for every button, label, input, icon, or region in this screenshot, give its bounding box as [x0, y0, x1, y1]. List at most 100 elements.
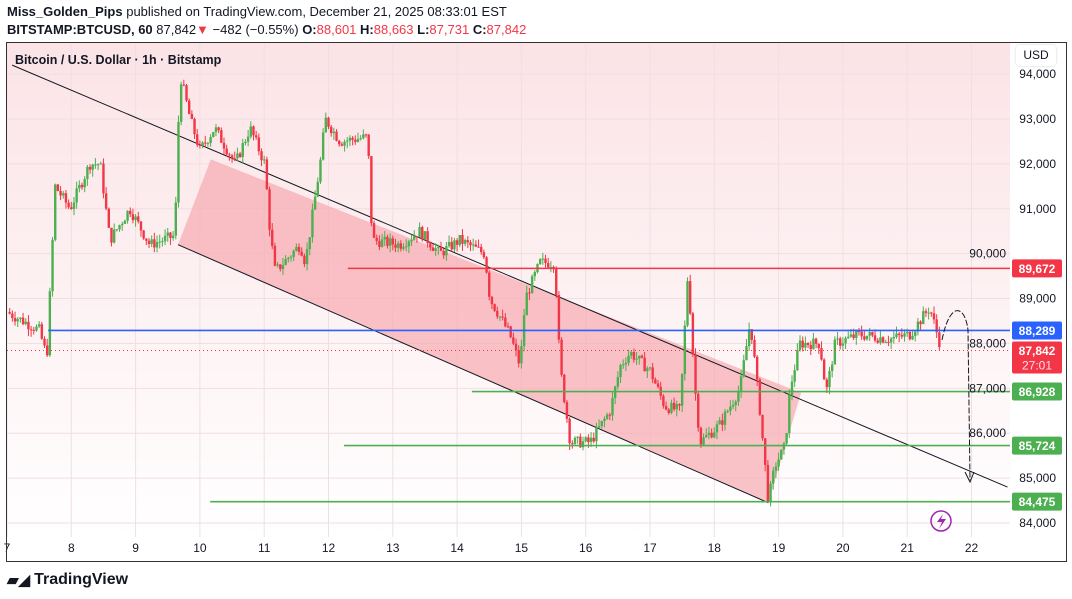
- candle-body: [873, 335, 877, 341]
- candle-body: [137, 216, 140, 222]
- tradingview-logo[interactable]: ▰◢ TradingView: [7, 571, 128, 589]
- candle-body: [391, 238, 394, 245]
- candle-body: [94, 164, 97, 166]
- candle-body: [434, 248, 437, 251]
- candle-body: [477, 246, 480, 248]
- candle-body: [169, 232, 172, 238]
- x-tick-label: 20: [836, 541, 850, 555]
- price-label-text: 88,289: [1019, 324, 1056, 338]
- high-value: 88,663: [373, 22, 414, 37]
- candle-body: [592, 437, 595, 442]
- candle-body: [549, 266, 553, 268]
- candle-body: [640, 355, 644, 358]
- candle-body: [849, 334, 853, 337]
- chart-frame: [6, 42, 1067, 562]
- x-tick-label: 22: [965, 541, 979, 555]
- candle-body: [324, 117, 328, 133]
- candle-body: [305, 249, 309, 265]
- candle-body: [300, 251, 303, 256]
- x-tick-label: 17: [643, 541, 657, 555]
- candle-body: [469, 242, 472, 246]
- symbol: BITSTAMP:BTCUSD, 60: [7, 22, 153, 37]
- candle-body: [729, 406, 732, 412]
- candle-body: [571, 443, 574, 445]
- candle-body: [938, 332, 941, 348]
- candle-body: [611, 398, 614, 416]
- close-label: C:: [472, 22, 487, 37]
- candle-body: [56, 184, 60, 191]
- candle-body: [836, 338, 839, 340]
- candle-body: [648, 367, 652, 369]
- candle-body: [932, 313, 936, 320]
- candle-body: [13, 317, 17, 322]
- candle-body: [171, 235, 175, 238]
- candle-body: [29, 329, 33, 331]
- publish-info: Miss_Golden_Pips published on TradingVie…: [7, 4, 507, 19]
- candle-body: [608, 414, 612, 416]
- candle-body: [292, 250, 295, 257]
- candle-body: [622, 364, 625, 366]
- candle-body: [793, 370, 796, 382]
- candle-body: [354, 139, 357, 142]
- candle-body: [809, 345, 812, 350]
- candle-body: [600, 420, 603, 427]
- x-tick-label: 8: [68, 541, 75, 555]
- candle-body: [238, 153, 242, 158]
- candle-body: [32, 329, 35, 331]
- candle-body: [121, 223, 124, 226]
- candle-body: [340, 144, 344, 146]
- footer-brand: TradingView: [34, 571, 129, 588]
- candle-body: [442, 250, 445, 256]
- candle-body: [35, 326, 38, 331]
- candle-body: [383, 236, 386, 240]
- candle-body: [429, 243, 432, 248]
- candle-body: [694, 354, 697, 394]
- candle-body: [833, 339, 837, 365]
- candle-body: [338, 140, 341, 145]
- candle-body: [796, 350, 799, 371]
- candle-body: [919, 321, 922, 325]
- down-arrow-icon: ▼: [196, 22, 209, 37]
- chart-legend: Bitcoin / U.S. Dollar · 1h · Bitstamp: [15, 53, 222, 67]
- candle-body: [399, 243, 403, 249]
- candle-body: [297, 246, 301, 252]
- candle-body: [595, 427, 598, 442]
- author[interactable]: Miss_Golden_Pips: [7, 4, 123, 19]
- candle-body: [319, 159, 322, 182]
- candle-body: [198, 144, 202, 146]
- candle-body: [88, 166, 92, 170]
- candle-body: [603, 418, 606, 421]
- candle-body: [839, 338, 842, 346]
- candle-body: [86, 166, 89, 180]
- candle-body: [822, 359, 826, 380]
- candle-body: [790, 381, 794, 395]
- candle-body: [233, 158, 236, 160]
- candle-body: [490, 296, 494, 305]
- candle-body: [24, 321, 27, 325]
- candle-body: [742, 360, 745, 377]
- candle-body: [271, 229, 274, 246]
- candle-body: [48, 291, 52, 356]
- lightning-icon: [930, 510, 952, 532]
- candle-body: [413, 236, 416, 240]
- candle-body: [359, 138, 362, 140]
- y-tick-label: 87,000: [969, 381, 1006, 395]
- price-label-tag: [1012, 321, 1062, 340]
- candle-body: [509, 326, 512, 338]
- candle-body: [388, 238, 392, 246]
- candle-body: [889, 338, 893, 343]
- candle-body: [881, 337, 885, 343]
- candle-body: [112, 229, 116, 243]
- currency-button[interactable]: USD: [1016, 45, 1056, 66]
- candle-body: [726, 411, 729, 413]
- candle-body: [204, 142, 207, 144]
- candle-body: [825, 379, 829, 388]
- candle-body: [179, 84, 183, 122]
- candle-body: [118, 225, 121, 230]
- candle-body: [686, 281, 689, 326]
- price-label-tag: [1012, 492, 1062, 511]
- channel-lower-line: [177, 244, 769, 504]
- candle-body: [225, 148, 228, 155]
- candle-body: [654, 379, 657, 384]
